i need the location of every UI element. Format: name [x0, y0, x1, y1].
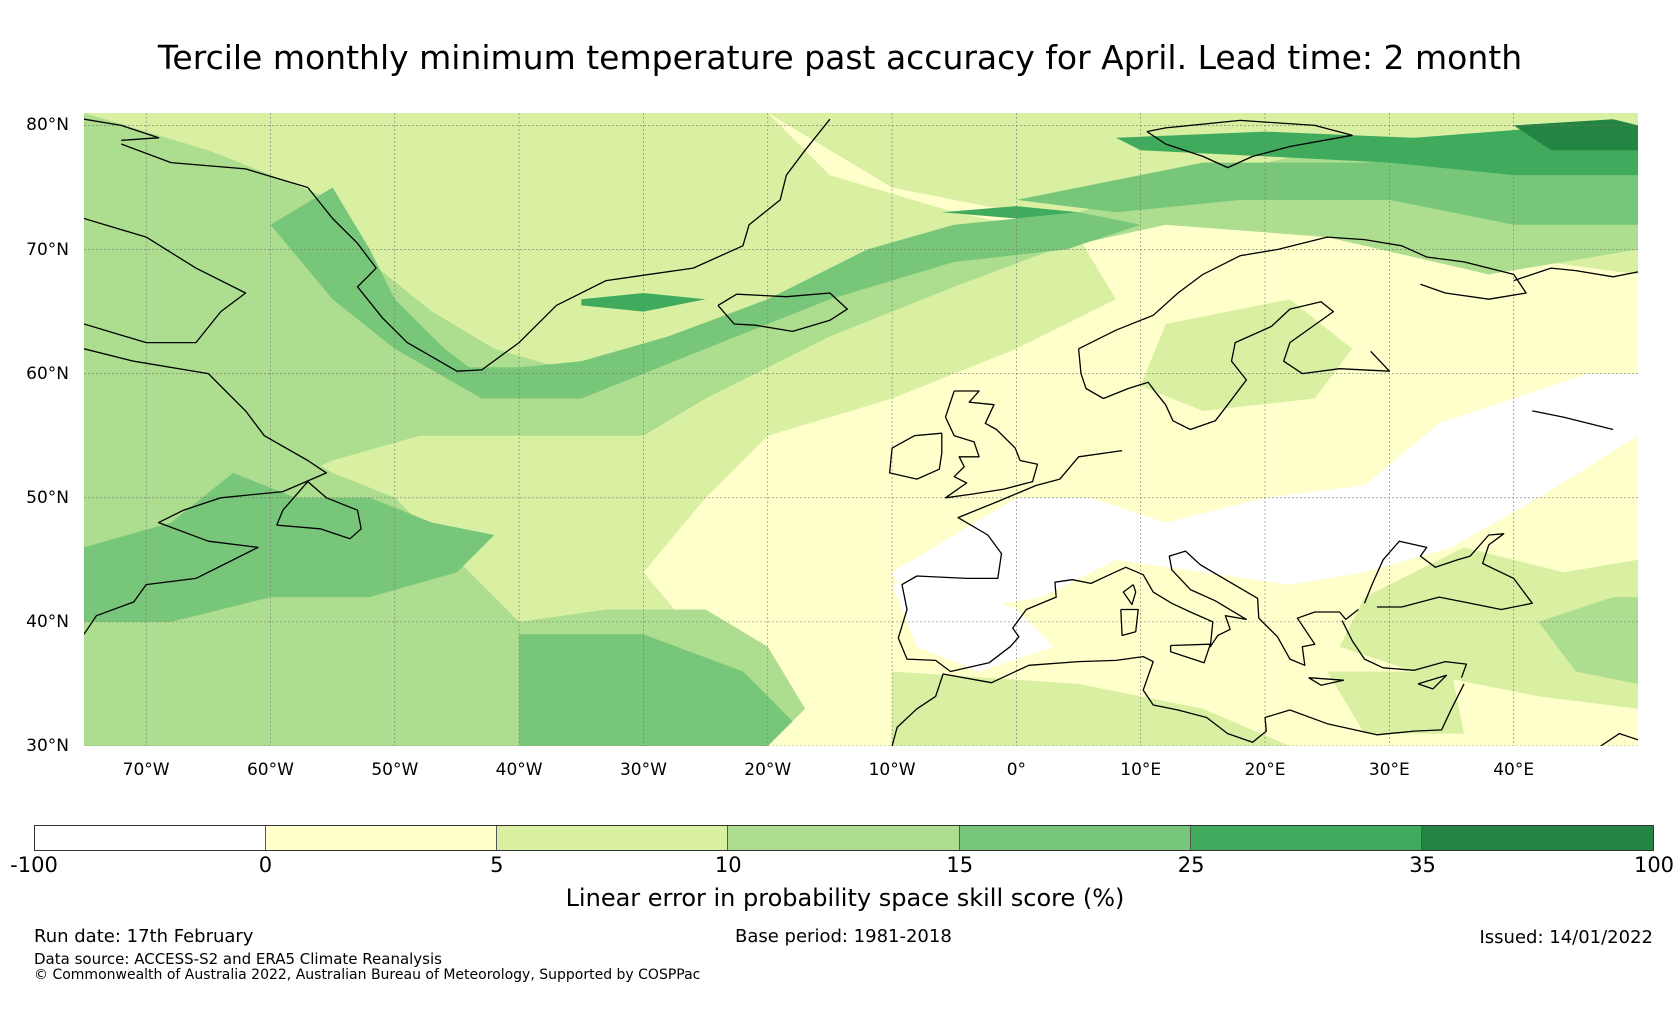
skill-region-13 — [519, 634, 793, 746]
skill-region-16 — [1115, 125, 1638, 176]
skill-region-2 — [1140, 299, 1353, 411]
latitude-label: 60°N — [26, 363, 69, 384]
britain-coast — [944, 390, 1039, 499]
longitude-label: 60°W — [246, 760, 294, 780]
russia-river-coast — [1532, 410, 1614, 431]
colorbar-segment — [497, 826, 729, 850]
latitude-label: 50°N — [26, 487, 69, 508]
turkey-coast — [1341, 620, 1468, 678]
skill-region-12 — [270, 187, 1141, 399]
skill-region-10 — [1538, 597, 1638, 684]
skill-region-7 — [84, 125, 296, 349]
skill-region-20 — [892, 584, 1054, 672]
colorbar-segment — [959, 826, 1191, 850]
colorbar-tick-label: 5 — [490, 853, 504, 877]
skill-region-5 — [1327, 671, 1464, 734]
colorbar-tick-label: 10 — [714, 853, 742, 877]
iceland-coast — [717, 292, 848, 333]
skill-regions — [84, 113, 1638, 746]
colorbar-tick-label: 25 — [1177, 853, 1205, 877]
skill-region-19 — [892, 373, 1638, 622]
map-canvas — [84, 113, 1638, 746]
longitude-label: 20°E — [1244, 760, 1286, 780]
cyprus-coast — [1417, 674, 1448, 690]
skill-region-4 — [892, 671, 1290, 746]
corsica-sardinia-coast — [1122, 584, 1137, 606]
black-sea-coast — [1363, 533, 1533, 611]
colorbar-tick-label: 35 — [1409, 853, 1436, 877]
caspian-coast — [1600, 732, 1638, 746]
labrador-coast — [84, 348, 328, 635]
data-source: Data source: ACCESS-S2 and ERA5 Climate … — [34, 950, 442, 968]
sicily-coast — [1169, 643, 1211, 664]
longitude-label: 30°W — [619, 760, 667, 780]
colorbar-tick-label: 100 — [1633, 853, 1675, 877]
greenland-coast — [121, 118, 831, 372]
longitude-label: 40°E — [1493, 760, 1535, 780]
colorbar-tick-label: -100 — [10, 853, 58, 877]
longitude-label: 40°W — [495, 760, 543, 780]
france-iberia-coast — [897, 449, 1359, 673]
baffin-coast — [84, 217, 247, 344]
sardinia-coast — [1120, 608, 1139, 637]
crete-coast — [1308, 677, 1345, 686]
ellesmere-coast — [84, 118, 160, 141]
norway-coast — [1077, 301, 1391, 431]
coastlines — [84, 118, 1638, 746]
colorbar — [34, 825, 1654, 851]
colorbar-segment — [1190, 826, 1422, 850]
colorbar-segment — [266, 826, 498, 850]
latitude-label: 40°N — [26, 611, 69, 632]
latitude-label: 80°N — [26, 115, 69, 136]
skill-score-map — [84, 113, 1638, 746]
skill-region-11 — [84, 472, 495, 622]
ireland-coast — [888, 432, 943, 480]
colorbar-title: Linear error in probability space skill … — [565, 884, 1125, 912]
skill-region-6 — [84, 113, 1638, 535]
newfoundland-coast — [276, 480, 362, 540]
norway-north-coast — [1078, 236, 1527, 350]
longitude-label: 10°W — [868, 760, 916, 780]
colorbar-tick-label: 0 — [258, 853, 273, 877]
run-date: Run date: 17th February — [34, 926, 254, 947]
colorbar-segment — [1421, 826, 1653, 850]
chart-title: Tercile monthly minimum temperature past… — [157, 38, 1523, 77]
longitude-label: 70°W — [122, 760, 170, 780]
north-africa-coast — [891, 655, 1465, 746]
copyright-notice: © Commonwealth of Australia 2022, Austra… — [34, 967, 701, 983]
russia-arctic-coast — [1513, 267, 1638, 282]
map-gridlines — [84, 113, 1638, 746]
skill-region-18 — [1513, 119, 1638, 151]
latitude-label: 70°N — [26, 239, 69, 260]
longitude-label: 10°E — [1120, 760, 1162, 780]
colorbar-tick-label: 15 — [946, 853, 974, 877]
base-period: Base period: 1981-2018 — [735, 926, 952, 947]
longitude-label: 0° — [1006, 760, 1027, 780]
latitude-label: 30°N — [26, 736, 69, 756]
skill-region-17 — [941, 206, 1079, 219]
issued-date: Issued: 14/01/2022 — [1479, 927, 1653, 948]
svalbard-coast — [1146, 119, 1353, 169]
longitude-label: 50°W — [371, 760, 419, 780]
skill-region-3 — [1339, 547, 1638, 709]
longitude-label: 20°W — [744, 760, 792, 780]
longitude-label: 30°E — [1368, 760, 1410, 780]
colorbar-segment — [35, 826, 267, 850]
colorbar-segment — [728, 826, 960, 850]
